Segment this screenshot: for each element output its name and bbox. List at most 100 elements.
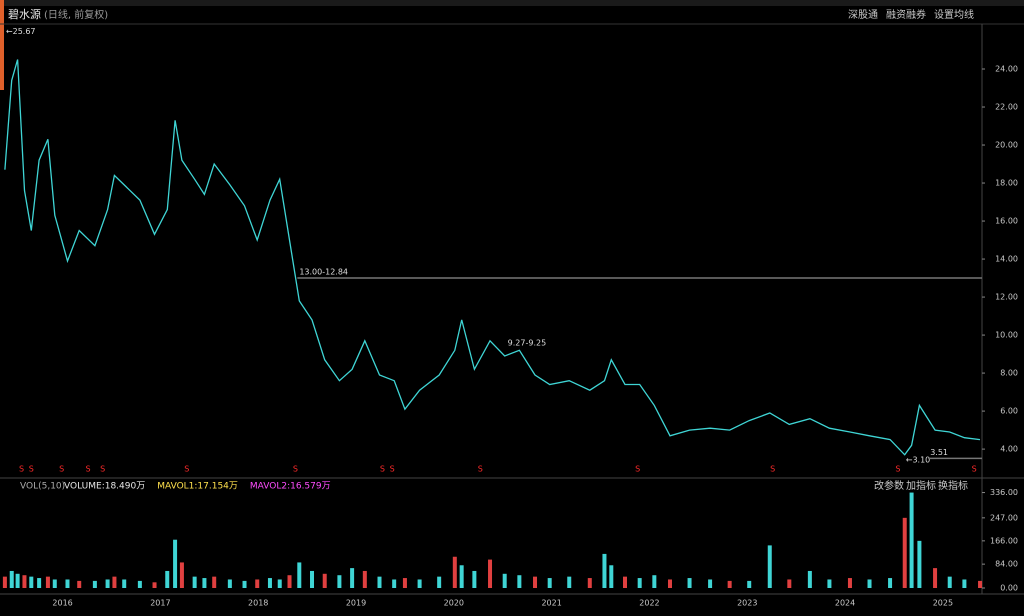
volume-bar xyxy=(888,578,893,588)
volume-bar xyxy=(152,582,157,588)
x-tick-label: 2023 xyxy=(737,599,757,608)
side-marker xyxy=(0,0,4,90)
x-tick-label: 2020 xyxy=(444,599,464,608)
legend-item: MAVOL2:16.579万 xyxy=(250,482,331,492)
chart-mode: (日线, 前复权) xyxy=(44,8,108,21)
vol-button[interactable]: 换指标 xyxy=(938,479,968,492)
volume-bar xyxy=(92,580,97,588)
y-tick-label: 84.00 xyxy=(995,560,1018,569)
volume-bar xyxy=(77,580,82,588)
y-tick-label: 8.00 xyxy=(1000,369,1018,378)
volume-bar xyxy=(787,579,792,588)
signal: S xyxy=(770,465,775,474)
legend-item: VOLUME:18.490万 xyxy=(64,482,145,492)
y-tick-label: 4.00 xyxy=(1000,445,1018,454)
volume-bar xyxy=(337,575,342,588)
annotation: ←3.10 xyxy=(906,456,931,465)
volume-bar xyxy=(392,579,397,588)
x-tick-label: 2018 xyxy=(248,599,268,608)
volume-bar xyxy=(947,576,952,588)
legend-item: MAVOL1:17.154万 xyxy=(157,482,238,492)
y-tick-label: 10.00 xyxy=(995,331,1018,340)
volume-bar xyxy=(227,579,232,588)
volume-bar xyxy=(472,570,477,588)
volume-bar xyxy=(533,576,538,588)
annotation: 9.27-9.25 xyxy=(508,338,547,347)
signal: S xyxy=(19,465,24,474)
x-tick-label: 2024 xyxy=(835,599,855,608)
volume-bar xyxy=(173,539,178,588)
volume-bar xyxy=(137,580,142,588)
signal: S xyxy=(184,465,189,474)
volume-bar xyxy=(517,575,522,588)
volume-bar xyxy=(622,576,627,588)
price-line xyxy=(4,59,981,456)
y-tick-label: 14.00 xyxy=(995,255,1018,264)
volume-bar xyxy=(2,576,7,588)
volume-bar xyxy=(37,578,42,588)
volume-bar xyxy=(502,573,507,588)
volume-bar xyxy=(609,565,614,588)
volume-bar xyxy=(708,579,713,588)
volume-bar xyxy=(202,578,207,588)
volume-bar xyxy=(165,570,170,588)
volume-bar xyxy=(909,492,914,588)
x-tick-label: 2022 xyxy=(639,599,659,608)
volume-bar xyxy=(362,570,367,588)
volume-bar xyxy=(727,580,732,588)
volume-bar xyxy=(350,568,355,588)
y-tick-label: 16.00 xyxy=(995,217,1018,226)
volume-bar xyxy=(287,575,292,588)
volume-bar xyxy=(962,579,967,588)
volume-bar xyxy=(437,576,442,588)
y-tick-label: 12.00 xyxy=(995,293,1018,302)
signal: S xyxy=(390,465,395,474)
volume-bar xyxy=(22,575,27,588)
signal: S xyxy=(635,465,640,474)
volume-bar xyxy=(377,576,382,588)
volume-bar xyxy=(242,580,247,588)
x-tick-label: 2021 xyxy=(541,599,561,608)
top-toolbar xyxy=(0,0,1024,6)
vol-button[interactable]: 改参数 xyxy=(874,479,904,492)
volume-bar xyxy=(867,579,872,588)
volume-bar xyxy=(488,559,493,588)
volume-bar xyxy=(847,578,852,588)
volume-bar xyxy=(105,579,110,588)
volume-bar xyxy=(122,579,127,588)
volume-bar xyxy=(267,578,272,588)
volume-bar xyxy=(978,580,983,588)
toolbar-button[interactable]: 融资融券 xyxy=(886,8,926,21)
y-tick-label: 22.00 xyxy=(995,103,1018,112)
signal: S xyxy=(380,465,385,474)
toolbar-button[interactable]: 深股通 xyxy=(848,9,878,21)
toolbar-button[interactable]: 设置均线 xyxy=(934,8,974,21)
y-tick-label: 247.00 xyxy=(990,513,1018,522)
annotation: 13.00-12.84 xyxy=(299,268,348,277)
x-tick-label: 2016 xyxy=(52,599,72,608)
volume-bar xyxy=(297,562,302,588)
volume-bar xyxy=(652,575,657,588)
volume-bar xyxy=(547,578,552,588)
volume-bar xyxy=(687,578,692,588)
x-tick-label: 2017 xyxy=(150,599,170,608)
volume-bar xyxy=(402,578,407,588)
vol-button[interactable]: 加指标 xyxy=(906,479,936,492)
x-tick-label: 2019 xyxy=(346,599,366,608)
volume-bar xyxy=(767,545,772,588)
volume-bar xyxy=(192,576,197,588)
volume-bar xyxy=(417,579,422,588)
signal: S xyxy=(100,465,105,474)
volume-bar xyxy=(587,578,592,588)
volume-bar xyxy=(179,562,184,588)
signal: S xyxy=(478,465,483,474)
stock-name: 碧水源 xyxy=(8,7,41,21)
volume-bar xyxy=(15,573,20,588)
signal: S xyxy=(59,465,64,474)
y-tick-label: 6.00 xyxy=(1000,407,1018,416)
volume-bar xyxy=(807,570,812,588)
volume-bar xyxy=(45,576,50,588)
volume-bar xyxy=(322,573,327,588)
annotation: ←25.67 xyxy=(6,27,36,36)
